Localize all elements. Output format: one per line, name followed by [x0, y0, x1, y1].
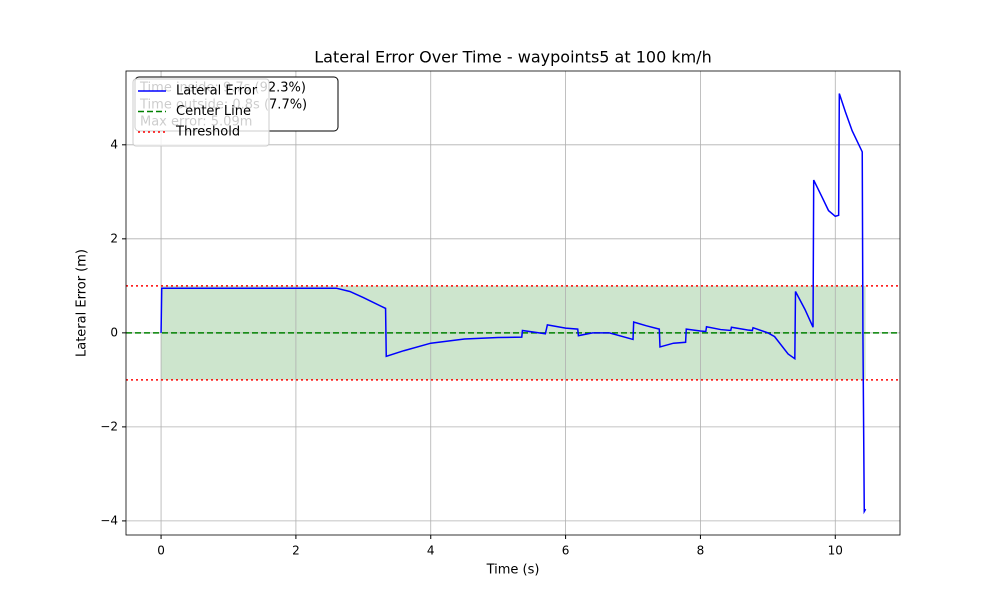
x-tick-label: 10	[828, 544, 843, 558]
y-tick-label: 4	[110, 137, 118, 151]
x-axis-label: Time (s)	[486, 563, 540, 578]
y-tick-label: 0	[110, 325, 118, 339]
chart-title: Lateral Error Over Time - waypoints5 at …	[314, 48, 711, 67]
x-tick-label: 4	[427, 544, 435, 558]
legend-box	[132, 78, 270, 147]
y-tick-label: −4	[100, 513, 118, 527]
y-axis-label: Lateral Error (m)	[75, 249, 90, 357]
y-tick-label: −2	[100, 419, 118, 433]
x-tick-label: 0	[157, 544, 165, 558]
data-line	[160, 93, 867, 515]
plot-frame	[125, 70, 901, 536]
legend-label: Center Line	[176, 104, 251, 119]
legend-label: Lateral Error	[176, 84, 258, 99]
x-tick-label: 2	[292, 544, 300, 558]
y-tick-label: 2	[110, 231, 118, 245]
x-tick-label: 8	[697, 544, 705, 558]
legend-label: Threshold	[175, 125, 240, 140]
x-tick-label: 6	[562, 544, 570, 558]
